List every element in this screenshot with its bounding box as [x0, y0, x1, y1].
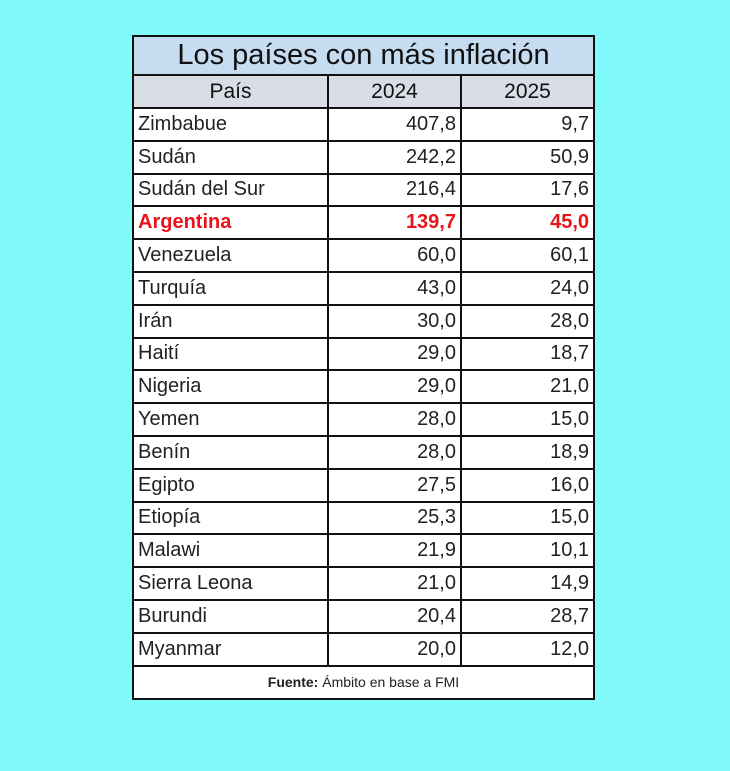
data-row: Egipto 27,5 16,0: [132, 467, 596, 503]
value-cell: 29,0: [327, 369, 462, 405]
header-row: País 2024 2025: [132, 74, 596, 109]
column-header: 2024: [327, 74, 462, 109]
country-cell: Sudán: [132, 139, 329, 175]
data-row: Haití 29,0 18,7: [132, 336, 596, 372]
data-row: Sudán del Sur 216,4 17,6: [132, 172, 596, 208]
value-cell: 25,3: [327, 500, 462, 536]
value-cell: 45,0: [459, 205, 596, 241]
value-cell: 27,5: [327, 467, 462, 503]
country-cell: Argentina: [132, 205, 329, 241]
data-row: Malawi 21,9 10,1: [132, 533, 596, 569]
title-row: Los países con más inflación: [131, 35, 596, 76]
data-row: Sierra Leona 21,0 14,9: [132, 566, 596, 601]
value-cell: 20,0: [327, 631, 462, 667]
value-cell: 15,0: [459, 500, 596, 536]
value-cell: 28,0: [327, 402, 462, 437]
table-title: Los países con más inflación: [131, 35, 596, 76]
value-cell: 18,9: [459, 434, 596, 470]
data-row: Myanmar 20,0 12,0: [132, 631, 596, 667]
country-cell: Etiopía: [132, 500, 329, 536]
country-cell: Nigeria: [132, 369, 329, 405]
value-cell: 17,6: [459, 172, 596, 208]
country-cell: Benín: [132, 434, 329, 470]
value-cell: 242,2: [327, 139, 462, 175]
table-container: Los países con más inflación País 2024 202…: [131, 35, 596, 700]
value-cell: 60,1: [459, 238, 596, 273]
value-cell: 29,0: [327, 336, 462, 372]
country-cell: Malawi: [132, 533, 329, 569]
value-cell: 50,9: [459, 139, 596, 175]
data-row: Yemen 28,0 15,0: [132, 402, 596, 437]
value-cell: 12,0: [459, 631, 596, 667]
country-cell: Egipto: [132, 467, 329, 503]
value-cell: 216,4: [327, 172, 462, 208]
value-cell: 24,0: [459, 270, 596, 306]
value-cell: 21,0: [459, 369, 596, 405]
country-cell: Venezuela: [132, 238, 329, 273]
value-cell: 139,7: [327, 205, 462, 241]
footer-label: Fuente:: [267, 674, 319, 691]
country-cell: Sudán del Sur: [132, 172, 329, 208]
country-cell: Burundi: [132, 598, 329, 634]
data-row: Irán 30,0 28,0: [132, 303, 596, 339]
data-row: Zimbabue 407,8 9,7: [132, 107, 596, 142]
value-cell: 18,7: [459, 336, 596, 372]
value-cell: 407,8: [327, 107, 462, 142]
value-cell: 21,9: [327, 533, 462, 569]
country-cell: Haití: [132, 336, 329, 372]
data-row: Turquía 43,0 24,0: [132, 270, 596, 306]
value-cell: 43,0: [327, 270, 462, 306]
country-cell: Irán: [132, 303, 329, 339]
data-row: Sudán 242,2 50,9: [132, 139, 596, 175]
value-cell: 28,7: [459, 598, 596, 634]
footer-text: Ámbito en base a FMI: [322, 674, 460, 691]
footer-row: Fuente: Ámbito en base a FMI: [131, 664, 596, 700]
value-cell: 21,0: [327, 566, 462, 601]
value-cell: 9,7: [459, 107, 596, 142]
country-cell: Sierra Leona: [132, 566, 329, 601]
data-row: Benín 28,0 18,9: [132, 434, 596, 470]
column-header: País: [132, 74, 329, 109]
value-cell: 28,0: [327, 434, 462, 470]
value-cell: 60,0: [327, 238, 462, 273]
data-row: Nigeria 29,0 21,0: [132, 369, 596, 405]
value-cell: 20,4: [327, 598, 462, 634]
value-cell: 10,1: [459, 533, 596, 569]
value-cell: 30,0: [327, 303, 462, 339]
footer-cell: Fuente: Ámbito en base a FMI: [131, 664, 596, 700]
column-header: 2025: [459, 74, 596, 109]
data-row: Venezuela 60,0 60,1: [132, 238, 596, 273]
value-cell: 16,0: [459, 467, 596, 503]
data-row: Burundi 20,4 28,7: [132, 598, 596, 634]
value-cell: 28,0: [459, 303, 596, 339]
value-cell: 14,9: [459, 566, 596, 601]
value-cell: 15,0: [459, 402, 596, 437]
country-cell: Turquía: [132, 270, 329, 306]
country-cell: Myanmar: [132, 631, 329, 667]
data-row: Argentina 139,7 45,0: [132, 205, 596, 241]
inflation-table: Los países con más inflación País 2024 202…: [131, 35, 596, 700]
country-cell: Yemen: [132, 402, 329, 437]
country-cell: Zimbabue: [132, 107, 329, 142]
data-row: Etiopía 25,3 15,0: [132, 500, 596, 536]
